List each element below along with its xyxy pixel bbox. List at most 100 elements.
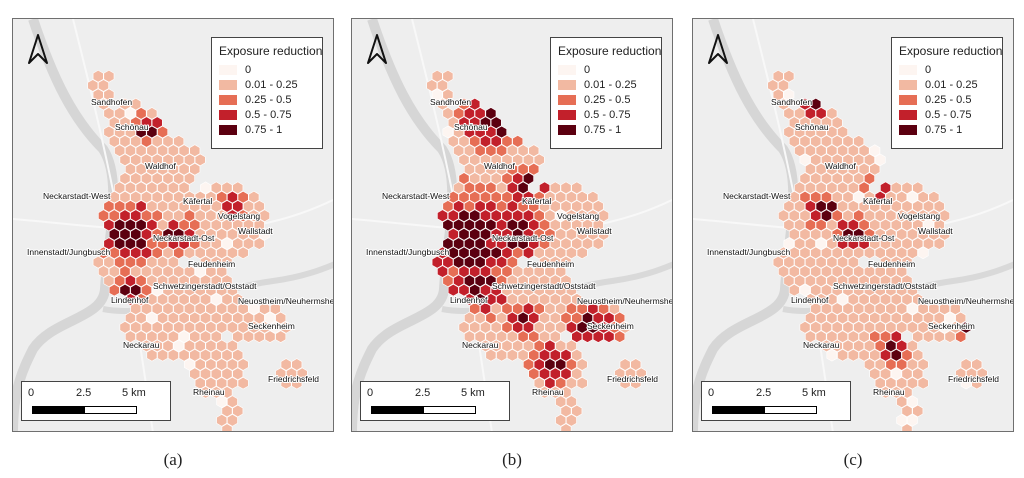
hex-cell <box>560 274 572 288</box>
hex-cell <box>480 339 491 353</box>
hex-cell <box>98 79 109 92</box>
hex-cell <box>173 135 185 148</box>
place-label: Schönau <box>795 122 829 132</box>
hex-cell <box>474 293 486 306</box>
hex-cell <box>141 172 152 185</box>
hex-cell <box>896 339 908 353</box>
hex-cell <box>869 330 881 343</box>
hex-cell <box>539 367 550 381</box>
hex-cell <box>955 330 967 343</box>
hex-cell <box>566 302 577 315</box>
hex-cell <box>864 283 875 297</box>
hex-cell <box>517 293 529 306</box>
hex-cell <box>200 274 211 288</box>
hex-cell <box>847 181 859 195</box>
hex-cell <box>576 209 588 222</box>
hex-cell <box>901 367 913 381</box>
hex-cell <box>216 358 228 371</box>
hex-cell <box>831 135 843 148</box>
legend-swatch <box>899 79 917 90</box>
hex-cell <box>528 348 540 362</box>
hex-cell <box>474 181 486 195</box>
place-label: Seckenheim <box>928 321 975 331</box>
legend-swatch <box>558 64 576 75</box>
hex-cell <box>480 228 491 241</box>
hex-cell <box>205 283 217 297</box>
hex-cell <box>210 218 222 232</box>
legend-swatch <box>899 109 917 120</box>
hex-cell <box>837 181 848 195</box>
hex-cell <box>157 181 168 195</box>
legend-swatch <box>219 94 237 105</box>
legend-swatch <box>219 79 237 90</box>
hex-cell <box>831 339 843 353</box>
place-label: Neuostheim/Neuhermsheim <box>577 296 673 306</box>
hex-cell <box>976 367 988 381</box>
hex-cell <box>549 348 561 362</box>
hex-cell <box>880 367 891 381</box>
hex-cell <box>837 348 848 362</box>
hex-cell <box>178 311 190 325</box>
hex-cell <box>815 274 827 288</box>
hex-cell <box>474 330 486 343</box>
hex-cell <box>880 181 891 195</box>
hex-cell <box>200 330 211 343</box>
hex-cell <box>966 367 977 381</box>
legend-swatch <box>219 109 237 120</box>
hex-cell <box>799 321 811 334</box>
hex-cell <box>847 144 859 157</box>
hex-cell <box>805 107 816 120</box>
hex-cell <box>442 125 454 139</box>
hex-cell <box>103 69 115 83</box>
hex-cell <box>108 246 120 260</box>
road <box>72 19 154 431</box>
hex-cell <box>783 69 795 83</box>
hex-cell <box>453 218 465 232</box>
hex-cell <box>119 97 131 111</box>
hex-cell <box>125 274 136 288</box>
hex-cell <box>592 218 604 232</box>
hex-cell <box>528 237 540 250</box>
hex-cell <box>146 218 158 232</box>
scale-bar-graphic <box>712 406 817 414</box>
hex-cell <box>539 218 550 232</box>
hex-cell <box>237 246 249 260</box>
hex-cell <box>189 162 201 176</box>
hex-cell <box>469 283 481 297</box>
hex-cell <box>896 321 908 334</box>
place-label: Wallstadt <box>918 226 953 236</box>
hex-cell <box>87 79 99 92</box>
hex-cell <box>146 348 158 362</box>
hex-cell <box>544 228 556 241</box>
hex-cell <box>560 218 572 232</box>
hex-cell <box>821 135 832 148</box>
hex-cell <box>442 255 454 269</box>
hex-cell <box>469 172 481 185</box>
legend: Exposure reduction 0 0.01 - 0.25 0.25 - … <box>550 37 662 149</box>
hex-cell <box>243 200 254 213</box>
hex-cell <box>221 423 233 431</box>
hex-cell <box>108 135 120 148</box>
hex-cell <box>609 321 620 334</box>
hex-cell <box>582 218 593 232</box>
hex-cell <box>119 283 131 297</box>
hex-cell <box>799 209 811 222</box>
hex-cell <box>237 358 249 371</box>
hex-cell <box>194 376 206 390</box>
place-label: Sandhofen <box>430 97 471 107</box>
hex-cell <box>485 162 497 176</box>
hex-cell <box>506 237 518 250</box>
hex-cell <box>815 181 827 195</box>
hex-cell <box>114 107 126 120</box>
hex-cell <box>189 293 201 306</box>
hex-cell <box>490 190 502 204</box>
hex-cell <box>485 107 497 120</box>
hex-cell <box>847 274 859 288</box>
hex-cell <box>592 330 604 343</box>
hex-cell <box>885 228 897 241</box>
hex-cell <box>146 293 158 306</box>
hex-cell <box>869 218 881 232</box>
hex-cell <box>200 181 211 195</box>
hex-cell <box>912 293 924 306</box>
hex-cell <box>447 209 459 222</box>
